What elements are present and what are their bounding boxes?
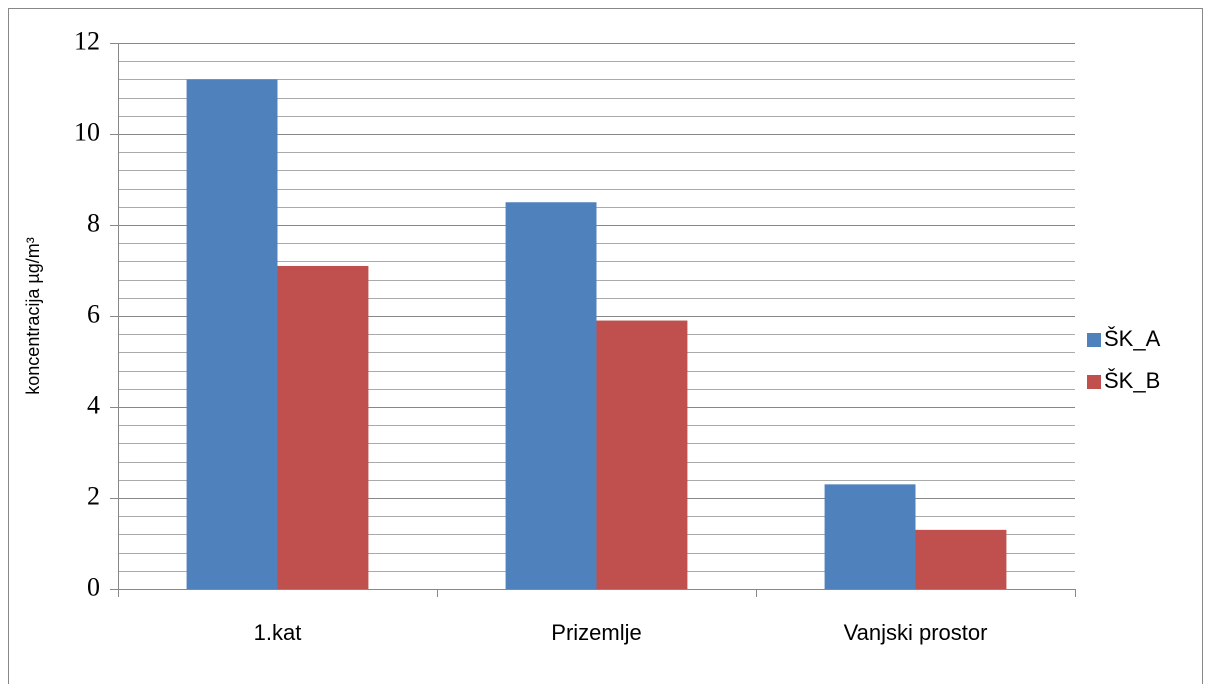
legend-label: ŠK_B [1104, 368, 1160, 393]
bar [277, 265, 369, 589]
legend-swatch [1087, 375, 1101, 389]
y-tick-label: 0 [87, 572, 100, 601]
y-axis-label: koncentracija µg/m³ [23, 237, 43, 394]
y-tick-label: 10 [74, 117, 100, 146]
bar [824, 484, 916, 589]
y-tick-label: 8 [87, 208, 100, 237]
x-tick-label: Prizemlje [551, 620, 641, 645]
x-tick-label: 1.kat [254, 620, 302, 645]
legend-label: ŠK_A [1104, 326, 1161, 351]
x-tick-label: Vanjski prostor [844, 620, 988, 645]
y-tick-label: 2 [87, 481, 100, 510]
y-tick-label: 12 [74, 26, 100, 55]
bar [596, 320, 688, 589]
bar [915, 529, 1007, 589]
bar [186, 79, 278, 590]
y-tick-label: 6 [87, 299, 100, 328]
legend-swatch [1087, 333, 1101, 347]
y-tick-label: 4 [87, 390, 100, 419]
bar [505, 202, 597, 589]
